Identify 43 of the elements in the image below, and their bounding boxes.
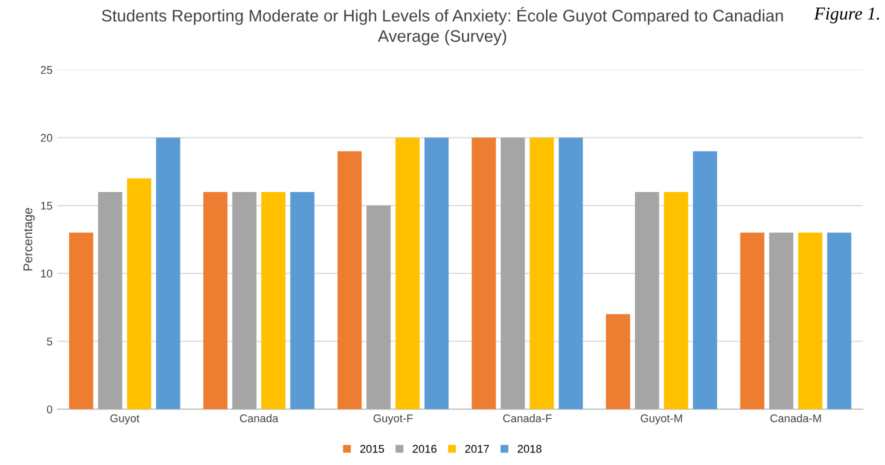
- bar: [769, 232, 794, 410]
- bar: [424, 138, 449, 410]
- bar: [156, 138, 180, 410]
- x-tick-label: Canada: [240, 414, 278, 422]
- y-tick-label: 5: [46, 338, 52, 346]
- x-tick-label: Canada-M: [770, 414, 821, 422]
- chart-title: Students Reporting Moderate or High Levels of Anxiety: École Guyot Compared to Canadian Average (Survey): [102, 6, 783, 46]
- y-tick-label: 15: [41, 202, 52, 210]
- bar: [290, 192, 314, 410]
- bar: [203, 192, 228, 410]
- bar: [530, 138, 554, 410]
- bar: [232, 192, 256, 410]
- y-axis-title: Percentage: [24, 208, 35, 270]
- bar: [472, 138, 496, 410]
- y-tick-label: 20: [40, 134, 52, 142]
- bar: [69, 232, 94, 410]
- x-tick-label: Guyot-M: [640, 414, 682, 424]
- legend-label: 2018: [518, 444, 542, 453]
- bar: [827, 232, 852, 410]
- x-tick-label: Guyot: [110, 414, 140, 424]
- bar: [692, 151, 718, 410]
- bar: [606, 314, 630, 410]
- legend-label: 2015: [360, 444, 384, 453]
- bar: [366, 206, 391, 410]
- bar: [558, 138, 583, 410]
- bar: [127, 178, 152, 410]
- bar: [634, 192, 660, 410]
- bar: [338, 151, 362, 410]
- x-tick-label: Canada-F: [503, 414, 552, 422]
- bar: [500, 138, 525, 410]
- legend-label: 2017: [465, 444, 489, 453]
- bar: [664, 192, 688, 410]
- legend-label: 2016: [412, 444, 436, 453]
- bar: [798, 232, 822, 410]
- bar: [740, 232, 764, 410]
- bar: [261, 192, 286, 410]
- x-tick-label: Guyot-F: [374, 414, 413, 424]
- y-tick-label: 0: [46, 405, 52, 414]
- y-tick-label: 25: [40, 66, 52, 74]
- y-tick-label: 10: [41, 270, 52, 278]
- bar: [98, 192, 122, 410]
- bar: [396, 138, 420, 410]
- caption: Figure 1.: [814, 8, 879, 24]
